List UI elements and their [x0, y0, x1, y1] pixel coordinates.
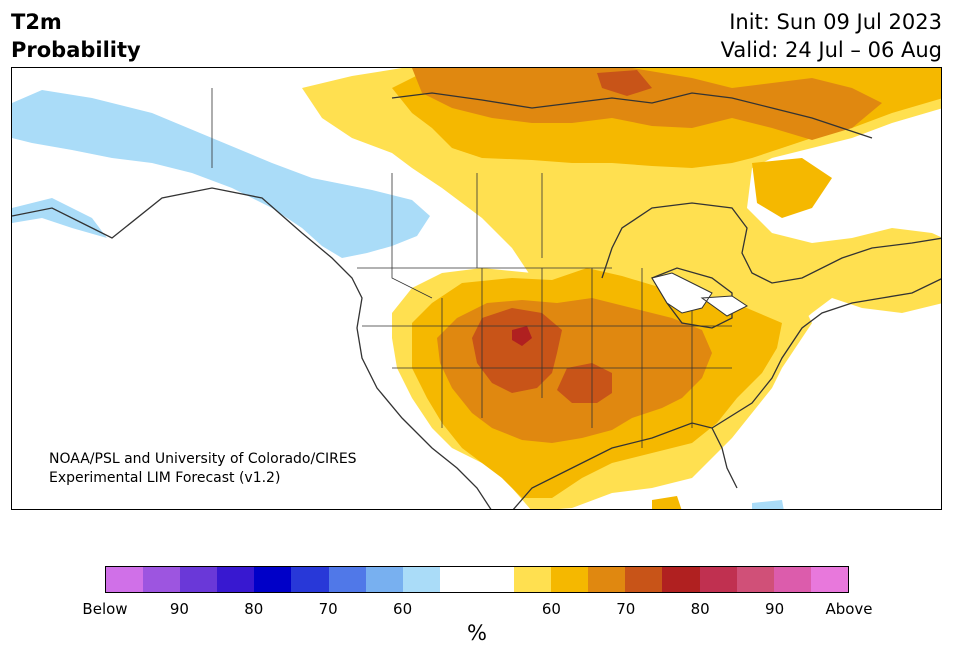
orange-arctic	[412, 68, 882, 140]
blue-caribbean	[752, 500, 784, 509]
colorbar-segment	[180, 567, 218, 592]
colorbar-segment	[699, 567, 737, 592]
colorbar-tick-label: 80	[690, 600, 710, 618]
colorbar-unit: %	[467, 621, 487, 645]
colorbar-segment	[773, 567, 811, 592]
gold-quebec	[752, 158, 832, 218]
credit-line-2: Experimental LIM Forecast (v1.2)	[49, 470, 281, 486]
colorbar-tick-label: Below	[82, 600, 128, 618]
colorbar-segment	[254, 567, 292, 592]
red-core	[512, 326, 532, 346]
colorbar	[105, 566, 849, 593]
colorbar-segment	[106, 567, 144, 592]
colorbar-segment	[291, 567, 329, 592]
colorbar-tick-label: 60	[541, 600, 561, 618]
coastlines	[12, 92, 941, 509]
colorbar-tick-label: 80	[244, 600, 264, 618]
dark-orange-arctic	[597, 70, 652, 96]
dark-orange-west	[472, 308, 562, 393]
dark-orange-south	[557, 363, 612, 403]
credit-line-1: NOAA/PSL and University of Colorado/CIRE…	[49, 451, 357, 467]
colorbar-tick-label: Above	[825, 600, 873, 618]
title-line-1: T2m	[11, 10, 62, 34]
colorbar-segment	[143, 567, 181, 592]
colorbar-segment	[476, 567, 515, 592]
init-date: Init: Sun 09 Jul 2023	[729, 10, 942, 34]
great-lakes	[651, 272, 748, 317]
colorbar-segment	[328, 567, 366, 592]
valid-date: Valid: 24 Jul – 06 Aug	[720, 38, 942, 62]
probability-map: NOAA/PSL and University of Colorado/CIRE…	[11, 67, 942, 510]
colorbar-segment	[439, 567, 477, 592]
colorbar-segment	[551, 567, 589, 592]
colorbar-tick-label: 60	[393, 600, 413, 618]
colorbar-segment	[514, 567, 552, 592]
map-canvas	[12, 68, 941, 509]
colorbar-tick-label: 90	[765, 600, 785, 618]
state-borders	[211, 88, 732, 448]
colorbar-tick-label: 90	[169, 600, 189, 618]
colorbar-segment	[217, 567, 255, 592]
colorbar-segment	[810, 567, 848, 592]
forecast-dates: Init: Sun 09 Jul 2023 Valid: 24 Jul – 06…	[721, 8, 942, 64]
credit-text: NOAA/PSL and University of Colorado/CIRE…	[49, 450, 357, 488]
title-line-2: Probability	[11, 38, 141, 62]
colorbar-segment	[736, 567, 774, 592]
colorbar-tick-label: 70	[318, 600, 338, 618]
below-normal-region	[12, 90, 430, 258]
map-title: T2m Probability	[11, 8, 141, 64]
colorbar-segment	[662, 567, 700, 592]
colorbar-segment	[625, 567, 663, 592]
gold-bahamas	[652, 496, 682, 509]
colorbar-tick-label: 70	[616, 600, 636, 618]
colorbar-segment	[588, 567, 626, 592]
below-normal-coast	[12, 198, 107, 238]
colorbar-segment	[365, 567, 403, 592]
colorbar-segment	[402, 567, 440, 592]
